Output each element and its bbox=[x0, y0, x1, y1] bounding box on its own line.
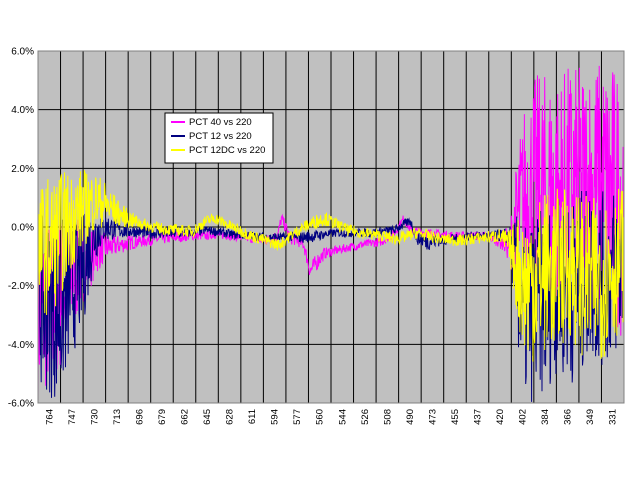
x-tick-label: 455 bbox=[450, 409, 461, 425]
x-tick-label: 560 bbox=[315, 409, 326, 425]
x-tick-label: 645 bbox=[202, 409, 213, 425]
x-tick-label: 402 bbox=[518, 409, 529, 425]
x-tick-label: 544 bbox=[337, 409, 348, 425]
y-tick-label: -6.0% bbox=[8, 399, 34, 410]
legend: PCT 40 vs 220 PCT 12 vs 220 PCT 12DC vs 22… bbox=[164, 112, 274, 164]
y-tick-label: -2.0% bbox=[8, 281, 34, 292]
x-tick-label: 662 bbox=[180, 409, 191, 425]
x-tick-label: 679 bbox=[157, 409, 168, 425]
x-tick-label: 526 bbox=[360, 409, 371, 425]
x-tick-label: 747 bbox=[67, 409, 78, 425]
legend-label: PCT 12 vs 220 bbox=[189, 131, 252, 142]
legend-label: PCT 12DC vs 220 bbox=[189, 145, 265, 156]
y-tick-label: -4.0% bbox=[8, 340, 34, 351]
x-tick-label: 473 bbox=[427, 409, 438, 425]
x-tick-label: 437 bbox=[473, 409, 484, 425]
x-tick-label: 490 bbox=[405, 409, 416, 425]
x-tick-label: 366 bbox=[563, 409, 574, 425]
x-tick-label: 594 bbox=[270, 409, 281, 425]
x-tick-label: 713 bbox=[112, 409, 123, 425]
x-tick-label: 628 bbox=[225, 409, 236, 425]
x-tick-label: 764 bbox=[44, 409, 55, 425]
series-layer bbox=[37, 65, 625, 404]
x-tick-label: 508 bbox=[382, 409, 393, 425]
x-tick-label: 696 bbox=[134, 409, 145, 425]
x-tick-label: 611 bbox=[247, 409, 258, 424]
x-tick-label: 730 bbox=[89, 409, 100, 425]
y-tick-label: 6.0% bbox=[11, 47, 34, 58]
series-line-2 bbox=[37, 190, 625, 402]
y-tick-label: 0.0% bbox=[11, 223, 34, 234]
plot-border bbox=[37, 50, 625, 404]
x-tick-label: 577 bbox=[292, 409, 303, 425]
x-tick-label: 331 bbox=[608, 409, 619, 425]
axes: 6.0% 4.0% 2.0% 0.0% -2.0% -4.0% -6.0% 764 747 730… bbox=[8, 47, 619, 425]
legend-label: PCT 40 vs 220 bbox=[189, 117, 252, 128]
y-tick-label: 4.0% bbox=[11, 105, 34, 116]
x-tick-label: 384 bbox=[540, 409, 551, 425]
series-line-3 bbox=[37, 170, 625, 362]
x-tick-label: 420 bbox=[495, 409, 506, 425]
y-tick-label: 2.0% bbox=[11, 164, 34, 175]
series-line-1 bbox=[37, 65, 625, 404]
x-tick-label: 349 bbox=[585, 409, 596, 425]
